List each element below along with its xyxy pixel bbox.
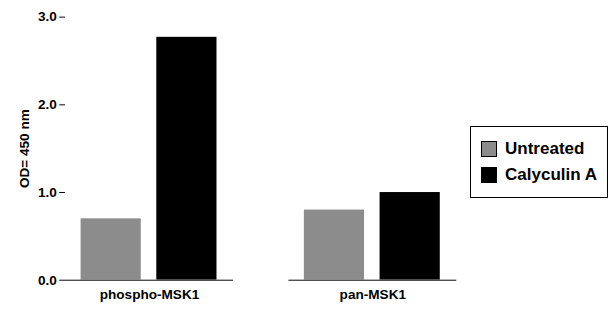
svg-text:phospho-MSK1: phospho-MSK1	[100, 286, 200, 301]
svg-text:0.0: 0.0	[38, 272, 57, 287]
svg-text:1.0: 1.0	[38, 185, 57, 200]
svg-text:OD= 450 nm: OD= 450 nm	[17, 109, 32, 188]
svg-text:2.0: 2.0	[38, 97, 57, 112]
html-text:Untreated: Untreated	[505, 138, 585, 158]
html-text:Calyculin A: Calyculin A	[505, 164, 597, 184]
svg-text:pan-MSK1: pan-MSK1	[340, 286, 407, 301]
svg-text:3.0: 3.0	[38, 9, 57, 24]
